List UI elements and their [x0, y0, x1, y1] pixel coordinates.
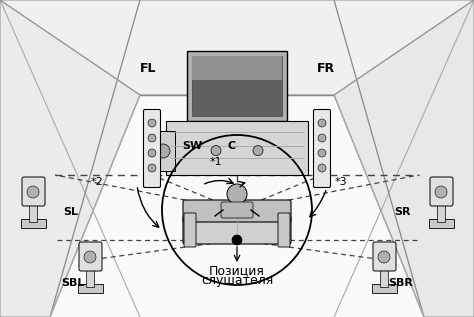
- Circle shape: [227, 184, 247, 204]
- FancyBboxPatch shape: [372, 284, 397, 293]
- FancyBboxPatch shape: [78, 284, 103, 293]
- Text: *2: *2: [91, 177, 103, 187]
- Text: *3: *3: [335, 177, 347, 187]
- FancyBboxPatch shape: [429, 219, 454, 228]
- FancyBboxPatch shape: [151, 131, 175, 171]
- Polygon shape: [0, 0, 140, 317]
- Circle shape: [27, 186, 39, 198]
- FancyBboxPatch shape: [166, 121, 308, 175]
- FancyBboxPatch shape: [144, 109, 161, 187]
- FancyBboxPatch shape: [183, 216, 291, 244]
- FancyBboxPatch shape: [221, 202, 253, 218]
- Polygon shape: [334, 0, 474, 317]
- FancyBboxPatch shape: [183, 200, 291, 222]
- Circle shape: [318, 134, 326, 142]
- Polygon shape: [0, 0, 474, 95]
- FancyBboxPatch shape: [430, 177, 453, 206]
- Text: SBR: SBR: [389, 278, 413, 288]
- Circle shape: [318, 149, 326, 157]
- Text: FR: FR: [317, 61, 335, 74]
- Circle shape: [148, 149, 156, 157]
- Text: C: C: [227, 141, 236, 152]
- FancyBboxPatch shape: [86, 267, 94, 287]
- Circle shape: [435, 186, 447, 198]
- Text: FL: FL: [140, 61, 156, 74]
- Text: SBL: SBL: [61, 278, 85, 288]
- FancyBboxPatch shape: [79, 242, 102, 271]
- Circle shape: [378, 251, 390, 263]
- Text: SR: SR: [394, 207, 411, 217]
- FancyBboxPatch shape: [192, 56, 282, 80]
- Circle shape: [148, 119, 156, 127]
- FancyBboxPatch shape: [192, 56, 282, 116]
- FancyBboxPatch shape: [381, 267, 389, 287]
- Circle shape: [211, 146, 221, 156]
- FancyBboxPatch shape: [373, 242, 396, 271]
- Text: *1: *1: [210, 157, 222, 167]
- Polygon shape: [50, 95, 424, 317]
- Circle shape: [84, 251, 96, 263]
- Circle shape: [318, 164, 326, 172]
- Text: слушателя: слушателя: [201, 274, 273, 287]
- FancyBboxPatch shape: [29, 202, 37, 222]
- FancyBboxPatch shape: [438, 202, 446, 222]
- Circle shape: [318, 119, 326, 127]
- Text: SL: SL: [63, 207, 78, 217]
- Text: Позиция: Позиция: [209, 264, 265, 278]
- FancyBboxPatch shape: [278, 213, 290, 247]
- Text: SW: SW: [182, 141, 202, 152]
- FancyBboxPatch shape: [184, 213, 196, 247]
- FancyBboxPatch shape: [187, 51, 287, 121]
- Circle shape: [253, 146, 263, 156]
- Circle shape: [148, 164, 156, 172]
- FancyBboxPatch shape: [22, 177, 45, 206]
- Circle shape: [232, 235, 242, 245]
- Circle shape: [148, 134, 156, 142]
- Circle shape: [156, 144, 170, 158]
- FancyBboxPatch shape: [21, 219, 46, 228]
- FancyBboxPatch shape: [313, 109, 330, 187]
